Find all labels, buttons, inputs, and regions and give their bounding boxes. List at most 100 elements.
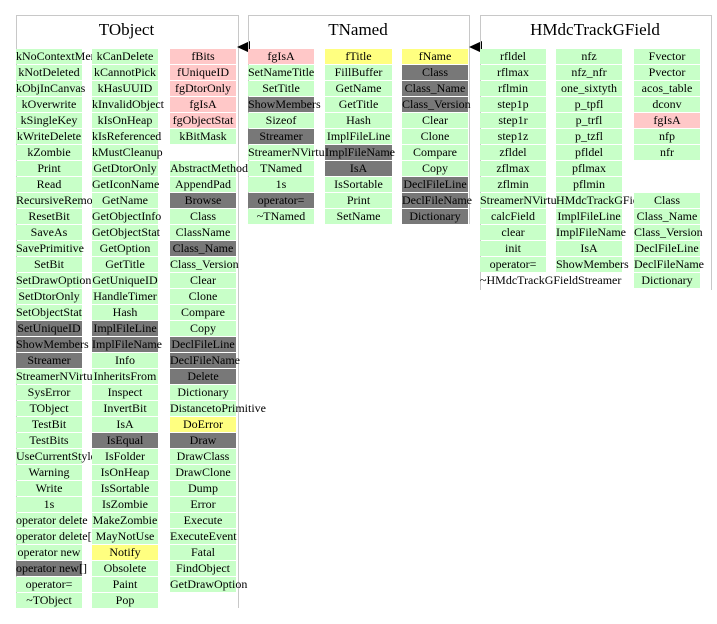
member-label: DeclFileName: [402, 193, 472, 207]
member-cell: Draw: [170, 433, 236, 448]
member-cell: Info: [92, 353, 158, 368]
member-label: Fvector: [648, 49, 686, 63]
member-cell: SetObjectStat: [16, 305, 82, 320]
member-label: pflmin: [573, 177, 605, 191]
member-cell: rfldel: [480, 49, 546, 64]
member-label: kZombie: [27, 145, 71, 159]
member-label: Error: [190, 497, 216, 511]
class-title: TObject: [98, 20, 155, 39]
member-cell: StreamerNVirtual: [248, 145, 333, 160]
member-cell: Warning: [16, 465, 82, 480]
member-label: IsOnHeap: [100, 465, 150, 479]
member-label: TNamed: [260, 161, 302, 175]
member-cell: kZombie: [16, 145, 82, 160]
member-label: step1r: [498, 113, 528, 127]
member-label: Paint: [112, 577, 138, 591]
member-cell: Execute: [170, 513, 236, 528]
member-label: StreamerNVirtual: [16, 369, 102, 383]
member-label: SetBit: [33, 257, 64, 271]
member-cell: SetName: [325, 209, 392, 224]
member-label: rfldel: [500, 49, 526, 63]
member-cell: StreamerNVirtual: [16, 369, 101, 384]
member-cell: Copy: [402, 161, 468, 176]
member-label: IsSortable: [334, 177, 383, 191]
member-label: Copy: [189, 321, 216, 335]
member-label: fName: [418, 49, 452, 63]
member-label: Class_Name: [636, 209, 698, 223]
member-cell: UseCurrentStyle: [16, 449, 96, 464]
member-label: UseCurrentStyle: [16, 449, 96, 463]
empty-cell: [634, 177, 700, 192]
member-label: kSingleKey: [20, 113, 78, 127]
member-label: ImplFileLine: [326, 129, 391, 143]
member-cell: kBitMask: [170, 129, 236, 144]
member-cell: AbstractMethod: [170, 161, 248, 176]
member-cell: 1s: [248, 177, 314, 192]
member-cell: TestBit: [16, 417, 82, 432]
member-label: InvertBit: [103, 401, 147, 415]
member-cell: HMdcTrackGField: [556, 193, 648, 208]
member-cell: Fvector: [634, 49, 700, 64]
member-cell: 1s: [16, 497, 82, 512]
member-label: p_trfl: [575, 113, 603, 127]
member-label: Fatal: [191, 545, 215, 559]
member-label: Class: [653, 193, 680, 207]
member-cell: SysError: [16, 385, 82, 400]
member-cell: Sizeof: [248, 113, 314, 128]
member-cell: operator new: [16, 545, 82, 560]
member-cell: nfz_nfr: [556, 65, 622, 80]
member-label: kInvalidObject: [92, 97, 164, 111]
member-cell: StreamerNVirtual: [480, 193, 565, 208]
member-label: Write: [35, 481, 63, 495]
member-label: Class_Version: [402, 97, 471, 111]
member-label: GetDtorOnly: [93, 161, 157, 175]
member-label: MakeZombie: [92, 513, 158, 527]
member-cell: SaveAs: [16, 225, 82, 240]
member-label: kObjInCanvas: [16, 81, 86, 95]
member-label: fgDtorOnly: [175, 81, 231, 95]
member-cell: kCanDelete: [92, 49, 158, 64]
member-label: Compare: [181, 305, 225, 319]
member-cell: SetTitle: [248, 81, 314, 96]
member-label: Dump: [188, 481, 218, 495]
member-label: fgIsA: [189, 97, 217, 111]
member-label: fgObjectStat: [172, 113, 234, 127]
member-label: kNoContextMenu: [16, 49, 103, 63]
member-label: Class_Version: [170, 257, 239, 271]
member-cell: Streamer: [16, 353, 82, 368]
member-label: nfr: [660, 145, 674, 159]
member-cell: kNotDeleted: [16, 65, 82, 80]
member-label: TObject: [29, 401, 69, 415]
member-cell: Hash: [325, 113, 392, 128]
member-cell: Copy: [170, 321, 236, 336]
member-cell: step1p: [480, 97, 546, 112]
member-cell: fgIsA: [170, 97, 236, 112]
member-label: Pvector: [648, 65, 686, 79]
member-label: ImplFileName: [92, 337, 162, 351]
member-label: ~HMdcTrackGFieldStreamer: [480, 273, 622, 287]
member-label: ClassName: [175, 225, 231, 239]
member-cell: operator new[]: [16, 561, 87, 576]
member-label: ImplFileName: [325, 145, 395, 159]
member-cell: Write: [16, 481, 82, 496]
member-cell: DoError: [170, 417, 236, 432]
member-label: IsEqual: [106, 433, 144, 447]
member-label: DoError: [183, 417, 223, 431]
member-label: SysError: [27, 385, 71, 399]
member-cell: fgIsA: [248, 49, 314, 64]
member-cell: MayNotUse: [92, 529, 158, 544]
member-label: Dictionary: [409, 209, 461, 223]
member-label: Clear: [190, 273, 216, 287]
member-label: TestBit: [31, 417, 67, 431]
member-label: zfldel: [499, 145, 527, 159]
member-label: SetObjectStat: [16, 305, 82, 319]
member-label: Info: [115, 353, 135, 367]
member-label: fgIsA: [653, 113, 681, 127]
member-label: fBits: [191, 49, 215, 63]
empty-cell: [556, 273, 622, 288]
member-label: rflmin: [498, 81, 528, 95]
member-label: rflmax: [497, 65, 529, 79]
class-title: HMdcTrackGField: [530, 20, 660, 39]
member-cell: kIsOnHeap: [92, 113, 158, 128]
member-label: Class: [189, 209, 216, 223]
